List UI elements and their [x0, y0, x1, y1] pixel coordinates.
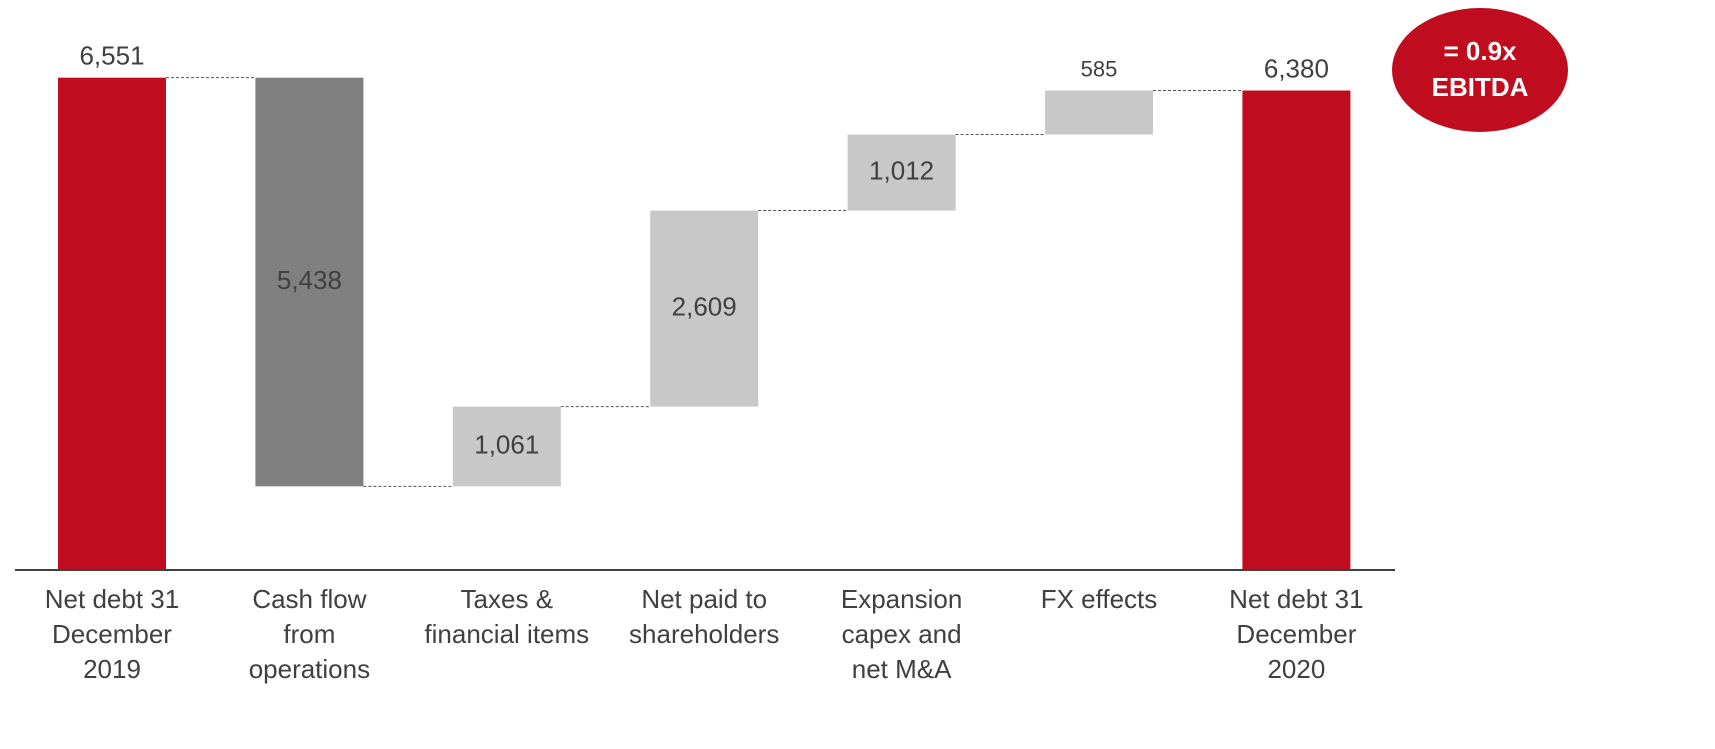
bar: [650, 210, 759, 407]
x-tick-label: FX effects: [1041, 584, 1158, 614]
x-tick-label: Cash flow: [252, 584, 366, 614]
x-tick-label: December: [52, 619, 172, 649]
x-tick-label: Net paid to: [641, 584, 767, 614]
bar: [452, 406, 561, 487]
value-label: 6,551: [79, 41, 144, 71]
x-tick-label: capex and: [842, 619, 962, 649]
value-label: 1,061: [474, 429, 539, 459]
bar: [1242, 90, 1351, 571]
x-tick-label: operations: [249, 654, 370, 684]
x-tick-label: from: [283, 619, 335, 649]
x-tick-label: financial items: [424, 619, 589, 649]
x-tick-label: December: [1236, 619, 1356, 649]
x-tick-label: shareholders: [629, 619, 779, 649]
value-label: 1,012: [869, 155, 934, 185]
badge-text: = 0.9x: [1443, 36, 1517, 66]
bar: [255, 77, 364, 487]
bar: [1045, 90, 1153, 135]
value-label: 585: [1081, 56, 1118, 81]
value-label: 2,609: [672, 291, 737, 321]
badge-text: EBITDA: [1432, 72, 1529, 102]
bar: [847, 134, 956, 211]
x-tick-label: 2020: [1267, 654, 1325, 684]
x-tick-label: net M&A: [852, 654, 952, 684]
x-tick-label: 2019: [83, 654, 141, 684]
badge: [1392, 8, 1568, 132]
x-tick-label: Expansion: [841, 584, 962, 614]
x-tick-label: Taxes &: [461, 584, 554, 614]
value-label: 5,438: [277, 265, 342, 295]
bar: [58, 77, 166, 570]
x-tick-label: Net debt 31: [45, 584, 179, 614]
value-label: 6,380: [1264, 53, 1329, 83]
x-tick-label: Net debt 31: [1229, 584, 1363, 614]
